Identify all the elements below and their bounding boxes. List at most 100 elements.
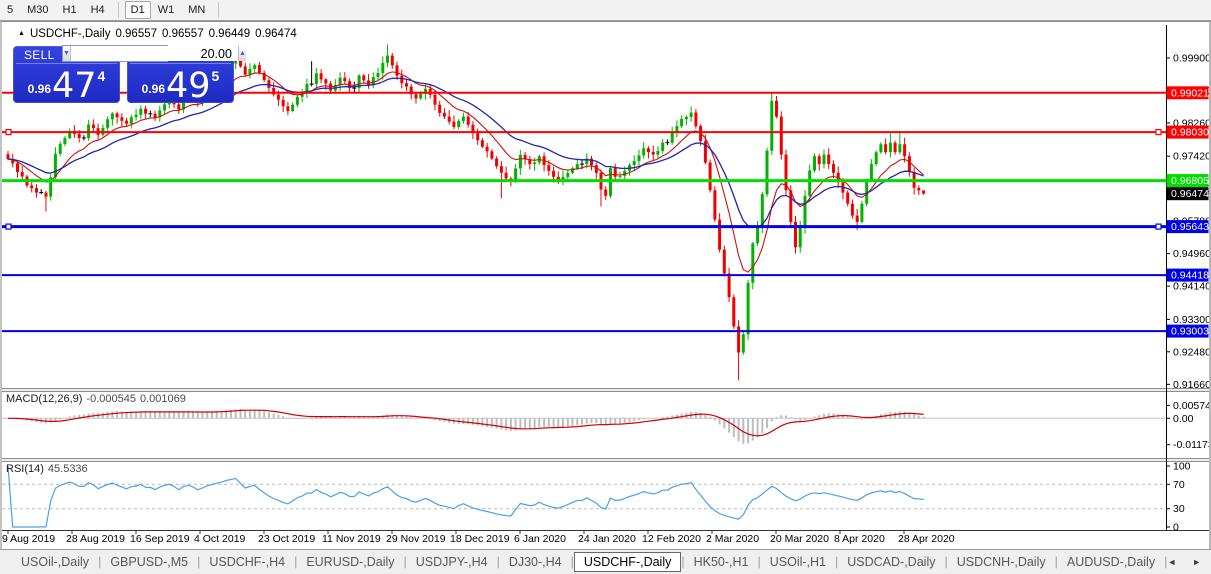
date-axis-label: 28 Aug 2019 — [66, 533, 125, 545]
rsi-value: 45.5336 — [47, 463, 88, 475]
date-axis-label: 11 Nov 2019 — [322, 533, 381, 545]
tab-separator: | — [570, 555, 574, 569]
tab-separator: | — [1054, 555, 1058, 569]
tab-audusd-daily[interactable]: AUDUSD-,Daily — [1066, 555, 1156, 569]
tab-usdchf-h4[interactable]: USDCHF-,H4 — [209, 555, 286, 569]
price-axis-tick: 0.98260 — [1173, 117, 1209, 129]
sell-label: SELL — [24, 48, 55, 62]
rsi-line — [7, 465, 924, 528]
price-axis-tick: 0.99900 — [1173, 53, 1209, 65]
chart-symbol-label: USDCHF-,Daily — [29, 28, 111, 40]
panel-separator[interactable] — [2, 458, 1209, 462]
svg-text:0.99021: 0.99021 — [1171, 87, 1209, 99]
hline-price-label: 0.99021 — [1166, 86, 1209, 100]
tab-separator: | — [98, 555, 102, 569]
collapse-arrow-icon[interactable]: ▲ — [18, 30, 25, 37]
price-axis-tick: 0.93300 — [1173, 314, 1209, 326]
price-axis-tick: 0.94140 — [1173, 281, 1209, 293]
ohlc-close: 0.96474 — [255, 28, 297, 40]
tab-separator: | — [1164, 555, 1168, 569]
timeframe-h4[interactable]: H4 — [90, 4, 105, 16]
volume-increase-button[interactable]: ▲ — [237, 46, 246, 61]
tab-scroll-left-icon[interactable]: ◄ — [1167, 557, 1177, 567]
chart-tab-bar: USOil-,Daily | GBPUSD-,M5 | USDCHF-,H4 | EURUS… — [0, 549, 1211, 574]
chart-canvas[interactable]: 9 Aug 2019 28 Aug 2019 16 Sep 2019 4 Oct 20… — [2, 22, 1209, 549]
tab-usoil-h1[interactable]: USOil-,H1 — [769, 555, 827, 569]
panel-separator[interactable] — [2, 388, 1209, 392]
one-click-trading-widget: SELL 0.96 47 4 BUY 0.96 49 5 ▼ — [13, 45, 246, 106]
tab-usdcad-daily[interactable]: USDCAD-,Daily — [847, 555, 936, 569]
tab-separator: | — [944, 555, 948, 569]
tab-usoil-daily[interactable]: USOil-,Daily — [21, 555, 90, 569]
tab-scroll-buttons: ◄ ► — [1167, 557, 1201, 567]
timeframe-w1[interactable]: W1 — [157, 4, 175, 16]
tab-usdchf-daily[interactable]: USDCHF-,Daily — [573, 552, 682, 572]
svg-text:0.98030: 0.98030 — [1171, 127, 1209, 139]
tab-separator: | — [757, 555, 761, 569]
tab-eurusd-daily[interactable]: EURUSD-,Daily — [306, 555, 395, 569]
hline-0.98030[interactable] — [2, 128, 1166, 136]
timeframe-mn[interactable]: MN — [188, 4, 206, 16]
date-axis-label: 24 Jan 2020 — [578, 533, 636, 545]
ohlc-low: 0.96449 — [208, 28, 251, 40]
price-axis-tick: 0.97420 — [1173, 151, 1209, 163]
ma-slow-line[interactable] — [7, 77, 924, 229]
tab-scroll-right-icon[interactable]: ► — [1192, 557, 1202, 567]
date-axis-label: 12 Feb 2020 — [642, 533, 701, 545]
svg-text:0.93003: 0.93003 — [1171, 326, 1209, 338]
tab-separator: | — [496, 555, 500, 569]
svg-text:0.95643: 0.95643 — [1171, 221, 1209, 233]
date-axis-label: 16 Sep 2019 — [130, 533, 190, 545]
date-axis-label: 18 Dec 2019 — [450, 533, 510, 545]
volume-decrease-button[interactable]: ▼ — [63, 46, 71, 61]
buy-price: 0.96 49 5 — [127, 65, 234, 106]
price-axis-tick: 0.91660 — [1173, 379, 1209, 391]
macd-axis-label: 0.005744 — [1173, 400, 1209, 412]
tab-usdjpy-h4[interactable]: USDJPY-,H4 — [415, 555, 488, 569]
toolbar-separator — [117, 2, 119, 18]
hline-0.95643[interactable] — [2, 223, 1166, 230]
ohlc-high: 0.96557 — [162, 28, 204, 40]
rsi-axis-label: 30 — [1173, 503, 1185, 515]
timeframe-m30[interactable]: M30 — [27, 4, 49, 16]
rsi-name: RSI(14) — [6, 463, 44, 475]
timeframe-h1[interactable]: H1 — [62, 4, 77, 16]
price-axis[interactable]: 0.999000.990800.982600.974200.966000.957… — [1166, 25, 1209, 534]
tab-separator: | — [197, 555, 201, 569]
hline-price-label: 0.98030 — [1166, 125, 1209, 139]
tab-separator: | — [294, 555, 298, 569]
date-axis-label: 8 Apr 2020 — [834, 533, 885, 545]
spin-up-icon: ▲ — [238, 50, 246, 57]
toolbar-separator — [218, 2, 220, 18]
date-axis-label: 4 Oct 2019 — [194, 533, 246, 545]
price-axis-tick: 0.94960 — [1173, 248, 1209, 260]
macd-signal-line — [8, 409, 924, 437]
timeframe-5[interactable]: 5 — [7, 4, 14, 16]
svg-text:0.94418: 0.94418 — [1171, 270, 1209, 282]
hline-price-label: 0.95643 — [1166, 220, 1209, 234]
macd-panel — [2, 409, 1166, 444]
date-axis[interactable]: 9 Aug 2019 28 Aug 2019 16 Sep 2019 4 Oct 20… — [2, 530, 955, 545]
tab-dj30-h4[interactable]: DJ30-,H4 — [508, 555, 562, 569]
date-axis-label: 20 Mar 2020 — [770, 533, 829, 545]
tab-hk50-h1[interactable]: HK50-,H1 — [693, 555, 749, 569]
sell-price-base: 0.96 — [27, 82, 51, 96]
buy-price-big: 49 — [166, 65, 211, 106]
rsi-axis-label: 70 — [1173, 479, 1185, 491]
date-axis-label: 23 Oct 2019 — [258, 533, 315, 545]
tab-gbpusd-m5[interactable]: GBPUSD-,M5 — [110, 555, 189, 569]
volume-input[interactable] — [70, 46, 238, 61]
svg-text:0.96474: 0.96474 — [1171, 188, 1209, 200]
rsi-axis-label: 100 — [1173, 461, 1191, 473]
chart-window: 9 Aug 2019 28 Aug 2019 16 Sep 2019 4 Oct 20… — [0, 21, 1211, 549]
date-axis-label: 2 Mar 2020 — [706, 533, 759, 545]
macd-main-value: -0.000545 — [86, 393, 136, 405]
macd-name: MACD(12,26,9) — [6, 393, 83, 405]
hline-price-label: 0.93003 — [1166, 324, 1209, 338]
macd-indicator-label: MACD(12,26,9) -0.000545 0.001069 — [6, 393, 186, 405]
sell-price-pip: 4 — [97, 68, 106, 84]
spin-down-icon: ▼ — [63, 50, 70, 57]
tab-usdcnh-daily[interactable]: USDCNH-,Daily — [956, 555, 1046, 569]
sell-price: 0.96 47 4 — [13, 68, 120, 103]
timeframe-d1[interactable]: D1 — [124, 1, 151, 19]
